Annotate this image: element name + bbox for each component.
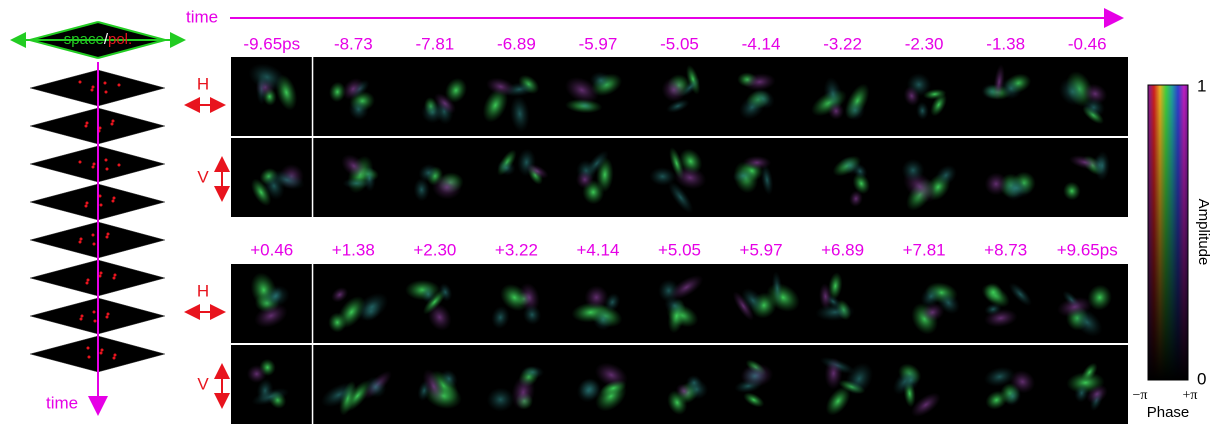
time-label: -7.81 (415, 34, 454, 53)
time-label: +9.65ps (1057, 240, 1118, 259)
time-label: -9.65ps (243, 34, 300, 53)
time-label: -8.73 (334, 34, 373, 53)
plane-dot (113, 277, 116, 280)
plane-dot (107, 233, 110, 236)
phase-max: +π (1183, 388, 1198, 403)
plane-dot (93, 163, 96, 166)
time-label: -1.38 (986, 34, 1025, 53)
time-label: -6.89 (497, 34, 536, 53)
plane-dot (118, 84, 121, 87)
plane-dot (79, 81, 82, 84)
time-label: +6.89 (821, 240, 864, 259)
time-label: +5.05 (658, 240, 701, 259)
plane-dot (105, 91, 108, 94)
time-label: +2.30 (413, 240, 456, 259)
plane-dot (104, 82, 107, 85)
colorbar (1148, 85, 1188, 380)
plane-dot (101, 349, 104, 352)
time-axis-label: time (186, 7, 218, 26)
plane-dot (79, 161, 82, 164)
time-label: +7.81 (903, 240, 946, 259)
time-label: -4.14 (742, 34, 781, 53)
plane-dot (81, 315, 84, 318)
plane-dot (80, 238, 83, 241)
field-blob (343, 178, 371, 189)
plane-dot (106, 236, 109, 239)
plane-dot (86, 122, 89, 125)
plane-dot (85, 125, 88, 128)
time-label: -3.22 (823, 34, 862, 53)
plane-dot (114, 274, 117, 277)
phase-min: −π (1133, 388, 1148, 403)
plane-dot (106, 316, 109, 319)
colorbar-max: 1 (1197, 76, 1206, 95)
time-label: -0.46 (1068, 34, 1107, 53)
time-label: -2.30 (905, 34, 944, 53)
plane-dot (80, 318, 83, 321)
plane-dot (100, 352, 103, 355)
plane-dot (87, 279, 90, 282)
plane-dot (92, 234, 95, 237)
time-label: +0.46 (250, 240, 293, 259)
plane-dot (112, 200, 115, 203)
h-label: H (197, 74, 209, 93)
space-label: space (64, 31, 104, 48)
plane-dot (88, 356, 91, 359)
pol-label: pol. (108, 31, 132, 48)
time-label: -5.05 (660, 34, 699, 53)
v-label: V (197, 374, 209, 393)
plane-dot (92, 86, 95, 89)
plane-dot (85, 205, 88, 208)
figure: time space/pol. time -9.65ps -8.73 -7.81 -6… (0, 0, 1215, 425)
plane-dot (113, 357, 116, 360)
time-label: +1.38 (332, 240, 375, 259)
plane-dot (100, 204, 103, 207)
plane-dot (112, 120, 115, 123)
h-label: H (197, 281, 209, 300)
time-label: +8.73 (984, 240, 1027, 259)
panels: -9.65ps -8.73 -7.81 -6.89 -5.97 -5.05 -4.14 -3.… (188, 34, 1128, 424)
plane-dot (106, 168, 109, 171)
plane-dot (93, 311, 96, 314)
plane-dot (92, 166, 95, 169)
plane-dot (118, 164, 121, 167)
plane-dot (93, 243, 96, 246)
time-label: +3.22 (495, 240, 538, 259)
plane-dot (79, 241, 82, 244)
plane-dot (91, 89, 94, 92)
plane-dot (94, 320, 97, 323)
amplitude-title: Amplitude (1195, 199, 1212, 266)
plane-dot (114, 354, 117, 357)
time-label: +5.97 (740, 240, 783, 259)
plane-dot (87, 347, 90, 350)
plane-dot (86, 282, 89, 285)
plane-dot (113, 197, 116, 200)
v-label: V (197, 167, 209, 186)
time-label: -5.97 (579, 34, 618, 53)
plane-dot (111, 123, 114, 126)
plane-dot (86, 202, 89, 205)
stack-time-label: time (46, 393, 78, 412)
plane-dot (100, 272, 103, 275)
phase-title: Phase (1147, 404, 1190, 421)
stack-title: space/pol. (64, 31, 132, 48)
plane-dot (107, 313, 110, 316)
time-label: +4.14 (576, 240, 619, 259)
plane-dot (105, 159, 108, 162)
colorbar-min: 0 (1197, 369, 1206, 388)
